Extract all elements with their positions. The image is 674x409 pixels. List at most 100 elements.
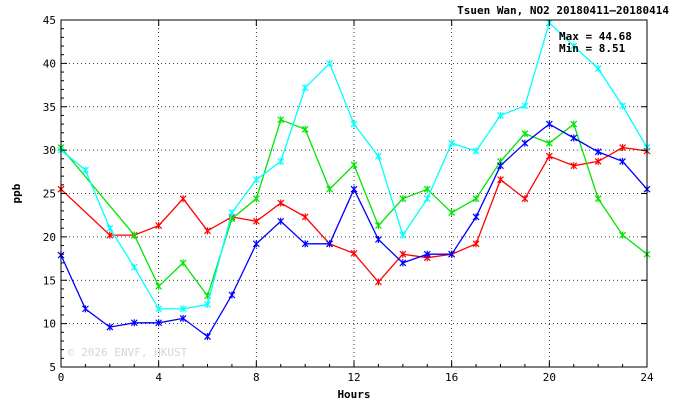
data-point xyxy=(252,240,260,248)
data-point xyxy=(570,120,578,128)
data-point xyxy=(374,222,382,230)
x-axis-label: Hours xyxy=(337,388,370,401)
data-point xyxy=(350,185,358,193)
x-tick-label: 12 xyxy=(347,371,360,384)
data-point xyxy=(277,199,285,207)
data-point xyxy=(204,301,211,309)
y-tick-label: 30 xyxy=(43,144,56,157)
data-point xyxy=(81,305,89,313)
data-point xyxy=(472,240,480,248)
data-point xyxy=(179,195,187,203)
data-point xyxy=(326,240,334,248)
data-point xyxy=(594,148,602,156)
data-point xyxy=(301,240,309,248)
data-point xyxy=(423,250,431,258)
data-point xyxy=(106,231,114,239)
data-point xyxy=(472,147,480,155)
data-point xyxy=(497,162,504,170)
data-point xyxy=(106,224,114,232)
series-group xyxy=(57,19,651,341)
y-tick-label: 35 xyxy=(43,101,56,114)
chart-title: Tsuen Wan, NO2 20180411–20180414 xyxy=(457,4,669,17)
data-point xyxy=(619,157,627,165)
data-point xyxy=(497,176,504,184)
data-point xyxy=(545,152,553,160)
y-axis-label: ppb xyxy=(10,183,23,203)
data-point xyxy=(545,120,553,128)
axis-ticks: 0 4 8 12 16 20 24 5 10 15 20 25 30 35 40 45 xyxy=(43,14,654,384)
x-tick-label: 0 xyxy=(58,371,65,384)
data-point xyxy=(399,195,407,203)
data-point xyxy=(204,333,211,341)
data-point xyxy=(228,291,236,299)
data-point xyxy=(155,319,163,327)
y-tick-label: 15 xyxy=(43,274,56,287)
data-point xyxy=(179,305,187,313)
data-point xyxy=(448,209,456,217)
data-point xyxy=(448,139,456,147)
data-point xyxy=(521,139,529,147)
data-point xyxy=(374,278,382,286)
data-point xyxy=(374,235,382,243)
y-tick-label: 20 xyxy=(43,231,56,244)
data-point xyxy=(155,222,163,230)
x-tick-label: 20 xyxy=(543,371,556,384)
data-point xyxy=(326,59,334,67)
data-point xyxy=(570,42,578,50)
data-point xyxy=(130,231,138,239)
data-point xyxy=(423,195,431,203)
data-point xyxy=(350,161,358,169)
data-point xyxy=(204,227,211,235)
y-tick-label: 40 xyxy=(43,57,56,70)
data-point xyxy=(81,166,89,174)
data-point xyxy=(301,213,309,221)
data-point xyxy=(252,217,260,225)
data-point xyxy=(570,162,578,170)
y-tick-label: 25 xyxy=(43,188,56,201)
data-point xyxy=(594,65,602,73)
series-4 xyxy=(57,120,651,341)
data-point xyxy=(155,282,163,290)
data-point xyxy=(594,157,602,165)
data-point xyxy=(179,259,187,267)
x-tick-label: 24 xyxy=(640,371,654,384)
data-point xyxy=(497,111,504,119)
data-point xyxy=(252,195,260,203)
data-point xyxy=(423,185,431,193)
data-point xyxy=(326,185,334,193)
max-label: Max = 44.68 xyxy=(559,30,632,43)
y-tick-label: 10 xyxy=(43,318,56,331)
data-point xyxy=(521,130,529,138)
data-point xyxy=(619,231,627,239)
data-point xyxy=(374,152,382,160)
data-point xyxy=(594,195,602,203)
data-point xyxy=(350,249,358,257)
data-point xyxy=(619,144,627,152)
watermark: © 2026 ENVF, HKUST xyxy=(68,346,188,359)
x-tick-label: 8 xyxy=(253,371,260,384)
data-point xyxy=(277,157,285,165)
data-point xyxy=(448,250,456,258)
data-point xyxy=(130,263,138,271)
data-point xyxy=(521,195,529,203)
data-point xyxy=(399,250,407,258)
min-label: Min = 8.51 xyxy=(559,42,626,55)
data-point xyxy=(472,195,480,203)
data-point xyxy=(277,217,285,225)
series-2 xyxy=(57,116,651,300)
data-point xyxy=(228,209,236,217)
series-line xyxy=(60,146,648,283)
data-point xyxy=(155,305,163,313)
x-tick-label: 4 xyxy=(155,371,162,384)
data-point xyxy=(399,231,407,239)
grid-lines xyxy=(61,20,647,367)
data-point xyxy=(472,213,480,221)
x-tick-label: 16 xyxy=(445,371,458,384)
data-point xyxy=(301,125,309,133)
data-point xyxy=(350,120,358,128)
y-tick-label: 5 xyxy=(49,361,56,374)
data-point xyxy=(570,134,578,142)
data-point xyxy=(301,84,309,92)
data-point xyxy=(619,102,627,110)
